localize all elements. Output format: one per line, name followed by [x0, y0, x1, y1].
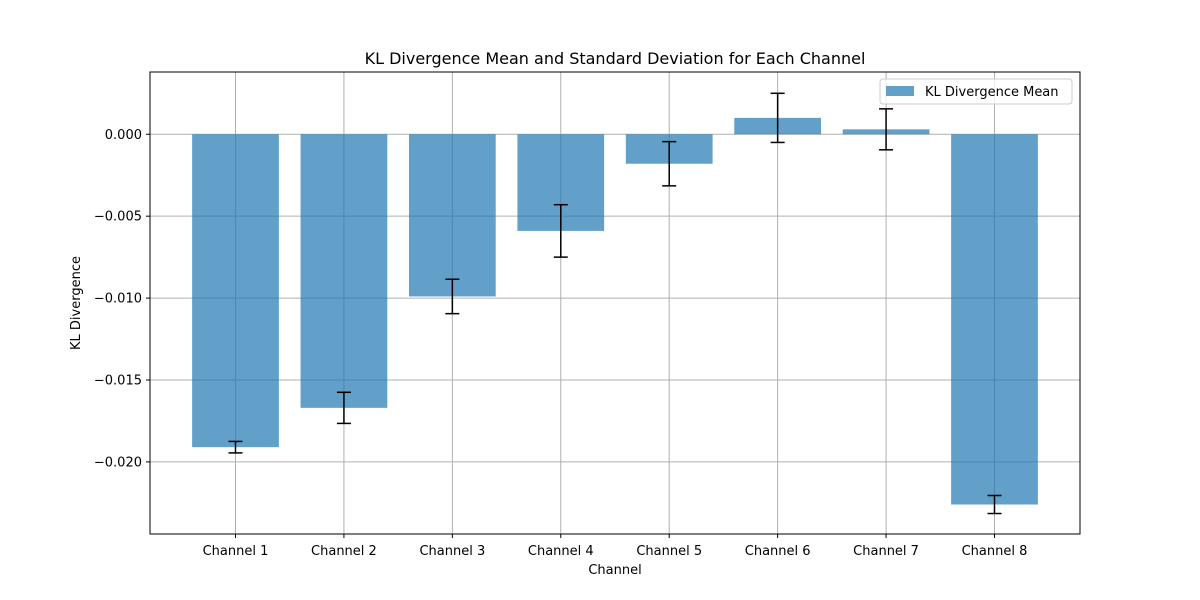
bar-2: [300, 134, 388, 408]
legend-box: [879, 78, 1073, 105]
x-tick-label: Channel 4: [528, 544, 594, 559]
y-tick-label: 0.000: [105, 128, 142, 143]
bar-1: [192, 134, 279, 448]
legend-label: KL Divergence Mean: [925, 85, 1059, 100]
x-tick-label: Channel 8: [962, 544, 1028, 559]
x-tick-label: Channel 3: [419, 544, 485, 559]
x-tick-label: Channel 5: [636, 544, 702, 559]
plot-frame: [149, 71, 1081, 535]
x-axis-ticks: Channel 1 Channel 2 Channel 3 Channel 4 Chan…: [203, 534, 1028, 559]
y-tick-label: −0.015: [94, 374, 142, 389]
x-tick-label: Channel 7: [853, 544, 919, 559]
bar-8: [951, 134, 1038, 505]
legend: KL Divergence Mean: [879, 78, 1073, 105]
bars: [192, 117, 1038, 505]
bar-3: [408, 134, 496, 297]
y-tick-label: −0.010: [94, 292, 142, 307]
x-tick-label: Channel 1: [203, 544, 269, 559]
x-tick-label: Channel 2: [311, 544, 377, 559]
error-bars: [228, 92, 1002, 515]
chart-title: KL Divergence Mean and Standard Deviatio…: [365, 49, 866, 68]
x-tick-label: Channel 6: [745, 544, 811, 559]
y-tick-label: −0.020: [94, 455, 142, 470]
y-axis-ticks: 0.000 −0.005 −0.010 −0.015 −0.020: [94, 128, 150, 470]
y-tick-label: −0.005: [94, 210, 142, 225]
grid: [150, 72, 1080, 534]
y-axis-title: KL Divergence: [69, 256, 84, 350]
legend-swatch: [886, 86, 914, 96]
x-axis-title: Channel: [588, 563, 641, 578]
